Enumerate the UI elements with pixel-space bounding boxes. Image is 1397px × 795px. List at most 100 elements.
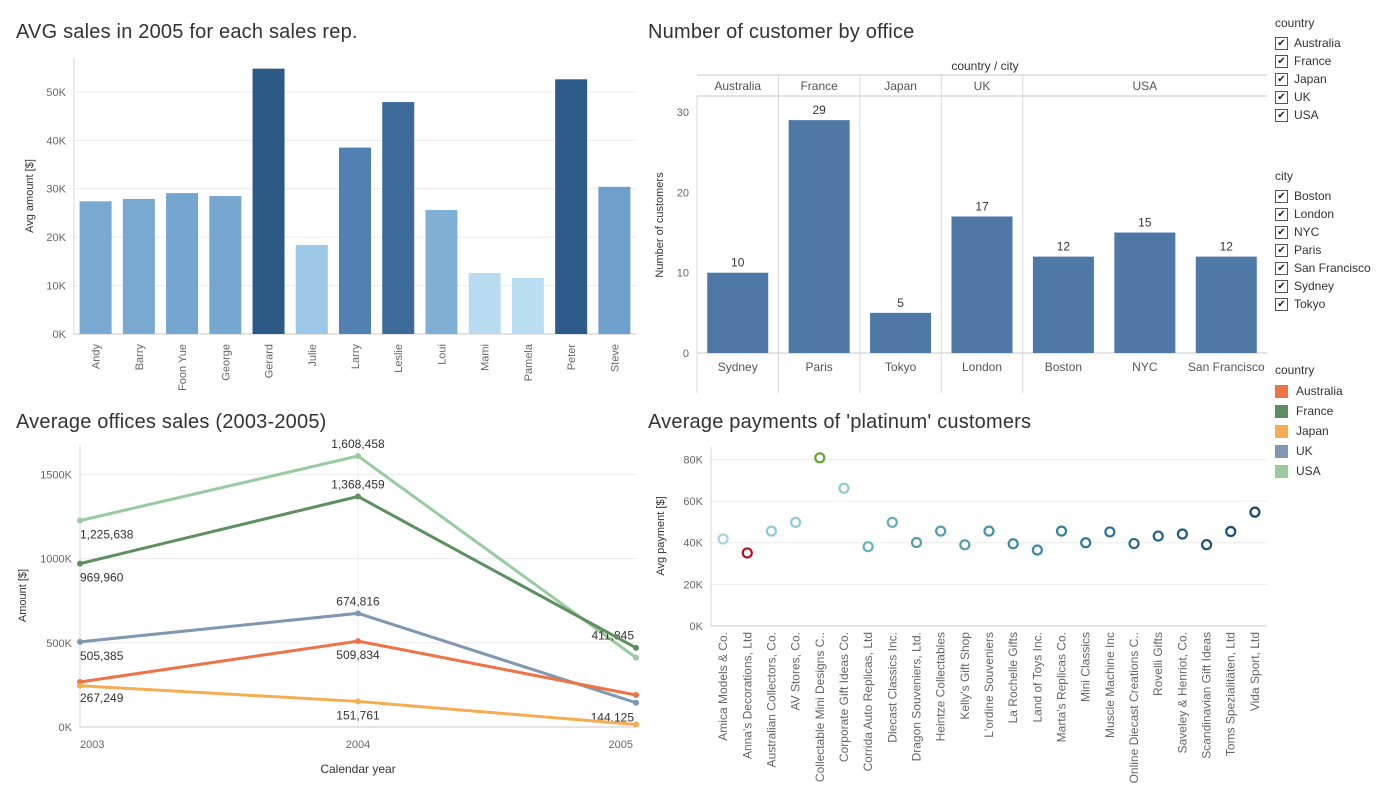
- city-filter-item[interactable]: ✔ Boston: [1275, 187, 1371, 205]
- x-tick-label: Toms Spezialitäten, Ltd: [1224, 632, 1238, 756]
- checkbox[interactable]: ✔: [1275, 297, 1288, 311]
- y-tick-label: 1500K: [40, 469, 72, 481]
- scatter-point: [717, 533, 729, 545]
- color-legend-item[interactable]: USA: [1275, 461, 1343, 481]
- city-filter: city ✔ Boston ✔ London ✔ NYC ✔ Paris ✔ San Franci…: [1275, 169, 1371, 313]
- city-filter-item[interactable]: ✔ Sydney: [1275, 277, 1371, 295]
- x-tick-label: 2003: [80, 739, 104, 751]
- color-legend-title: country: [1275, 363, 1315, 377]
- country-filter-item[interactable]: ✔ Japan: [1275, 70, 1341, 88]
- city-label: Tokyo: [885, 360, 917, 374]
- chart-title-offices-sales: Average offices sales (2003-2005): [16, 411, 327, 433]
- city-filter-item[interactable]: ✔ NYC: [1275, 223, 1371, 241]
- x-tick-label: Heintze Collectables: [934, 632, 948, 741]
- city-filter-item[interactable]: ✔ Tokyo: [1275, 295, 1371, 313]
- y-tick-label: 60K: [683, 496, 703, 508]
- y-tick-label: 0K: [59, 722, 73, 734]
- x-tick-label: Mini Classics: [1079, 632, 1093, 702]
- series-point: [77, 638, 83, 645]
- country-header: USA: [1133, 79, 1158, 93]
- bar-data-label: 15: [1138, 216, 1152, 230]
- filter-item-label: NYC: [1294, 225, 1320, 239]
- chart-title-sales-rep: AVG sales in 2005 for each sales rep.: [16, 21, 358, 43]
- data-label: 1,608,458: [331, 437, 385, 451]
- bar: [122, 198, 155, 334]
- color-legend-item[interactable]: Japan: [1275, 421, 1343, 441]
- bar: [382, 102, 415, 334]
- country-filter-item[interactable]: ✔ Australia: [1275, 34, 1341, 52]
- city-filter-item[interactable]: ✔ Paris: [1275, 241, 1371, 259]
- data-label: 1,368,459: [331, 477, 385, 491]
- checkbox[interactable]: ✔: [1275, 36, 1288, 50]
- filter-item-label: Japan: [1294, 72, 1327, 86]
- scatter-point: [983, 525, 995, 537]
- x-tick-label: Online Diecast Creations C..: [1127, 632, 1141, 783]
- data-label: 509,834: [336, 648, 380, 662]
- scatter-point: [935, 525, 947, 537]
- x-tick-label: Diecast Classics Inc.: [885, 632, 899, 743]
- x-tick-label: Corporate Gift Ideas Co.: [837, 632, 851, 762]
- scatter-point: [886, 516, 898, 528]
- y-tick-label: 30K: [46, 184, 66, 196]
- y-tick-label: 0: [683, 348, 689, 360]
- checkbox[interactable]: ✔: [1275, 243, 1288, 257]
- checkbox[interactable]: ✔: [1275, 72, 1288, 86]
- series-point: [633, 644, 639, 651]
- checkbox[interactable]: ✔: [1275, 225, 1288, 239]
- series-point: [633, 699, 639, 706]
- series-point: [633, 721, 639, 728]
- series-point: [633, 654, 639, 661]
- color-legend-label: UK: [1296, 444, 1313, 458]
- city-filter-item[interactable]: ✔ San Francisco: [1275, 259, 1371, 277]
- series-point: [355, 493, 361, 500]
- x-tick-label: Larry: [350, 344, 362, 370]
- data-label: 151,761: [336, 708, 380, 722]
- series-point: [355, 638, 361, 645]
- country-filter-item[interactable]: ✔ France: [1275, 52, 1341, 70]
- color-legend-item[interactable]: UK: [1275, 441, 1343, 461]
- checkbox[interactable]: ✔: [1275, 90, 1288, 104]
- x-tick-label: Muscle Machine Inc: [1103, 632, 1117, 738]
- checkbox[interactable]: ✔: [1275, 207, 1288, 221]
- x-tick-label: Saveley & Henriot, Co.: [1175, 632, 1189, 753]
- scatter-point: [765, 525, 778, 537]
- scatter-point: [1200, 539, 1213, 551]
- color-swatch: [1275, 384, 1288, 398]
- filter-item-label: Tokyo: [1294, 297, 1326, 311]
- checkbox[interactable]: ✔: [1275, 261, 1288, 275]
- y-axis-title: Avg payment [$]: [655, 496, 667, 575]
- x-tick-label: Julie: [307, 344, 319, 367]
- city-label: San Francisco: [1188, 360, 1265, 374]
- y-tick-label: 30: [677, 107, 689, 119]
- x-tick-label: George: [220, 344, 232, 381]
- bar: [870, 312, 932, 353]
- series-point: [355, 610, 361, 617]
- scatter-point: [959, 539, 971, 551]
- city-label: Sydney: [718, 360, 758, 374]
- color-legend-item[interactable]: Australia: [1275, 381, 1343, 401]
- country-filter-item[interactable]: ✔ USA: [1275, 106, 1341, 124]
- x-tick-label: Corrida Auto Replicas, Ltd: [861, 632, 875, 771]
- y-tick-label: 50K: [46, 87, 66, 99]
- x-tick-label: Amica Models & Co.: [716, 632, 730, 741]
- y-tick-label: 0K: [53, 329, 67, 341]
- y-tick-label: 20K: [46, 232, 66, 244]
- scatter-point: [1152, 530, 1164, 542]
- scatter-point: [910, 536, 923, 549]
- checkbox[interactable]: ✔: [1275, 189, 1288, 203]
- country-filter-item[interactable]: ✔ UK: [1275, 88, 1341, 106]
- series-point: [355, 698, 361, 705]
- series-point: [77, 517, 83, 524]
- color-legend-item[interactable]: France: [1275, 401, 1343, 421]
- checkbox[interactable]: ✔: [1275, 108, 1288, 122]
- checkbox[interactable]: ✔: [1275, 279, 1288, 293]
- y-tick-label: 10: [677, 268, 689, 280]
- x-tick-label: 2005: [609, 739, 633, 751]
- city-filter-item[interactable]: ✔ London: [1275, 205, 1371, 223]
- checkbox[interactable]: ✔: [1275, 54, 1288, 68]
- x-tick-label: Pamela: [523, 343, 535, 381]
- color-legend-label: USA: [1296, 464, 1321, 478]
- scatter-point: [1055, 525, 1068, 537]
- x-tick-label: Andy: [91, 344, 103, 370]
- bar: [79, 201, 112, 334]
